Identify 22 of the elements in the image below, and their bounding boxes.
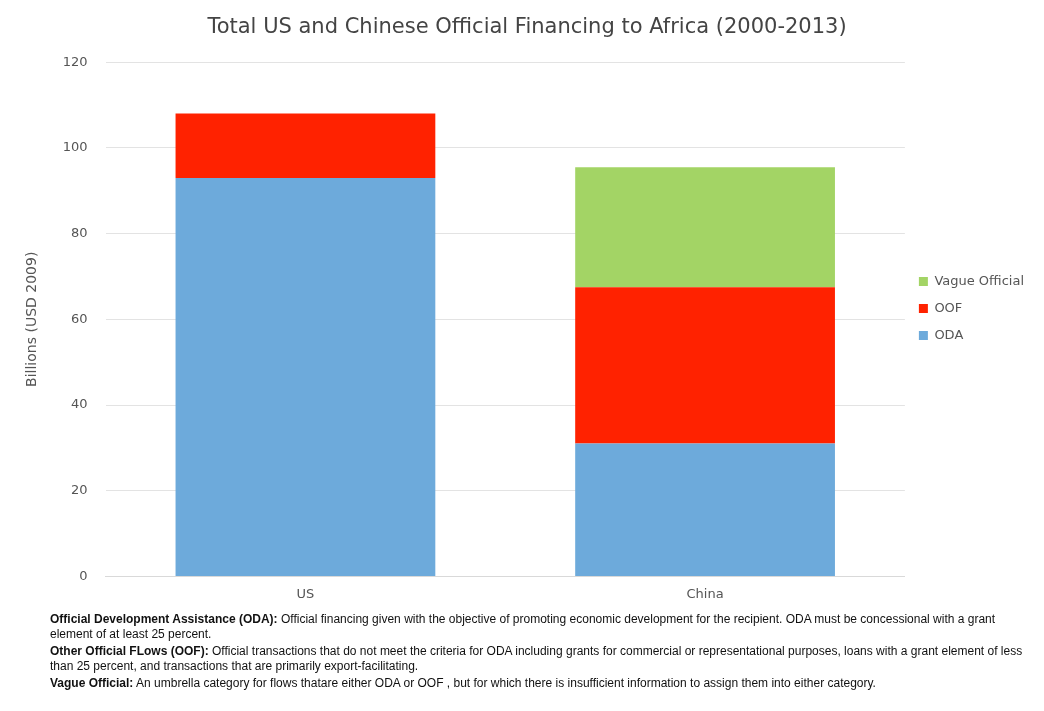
- bar: [175, 113, 436, 178]
- y-tick-label: 40: [71, 396, 88, 412]
- chart-title: Total US and Chinese Official Financing to Africa (2000-2013): [206, 14, 847, 39]
- legend-label: Vague Official: [934, 272, 1025, 288]
- x-tick-label: China: [686, 585, 724, 601]
- text: Vague Official: An umbrella category for flows thatare either ODA or OOF , but for which there is insufficient information to assign them into either category.: [50, 676, 877, 691]
- y-axis-title: Billions (USD 2009): [23, 251, 40, 387]
- bar: [575, 167, 835, 288]
- y-tick-label: 60: [71, 310, 88, 326]
- legend-label: OOF: [934, 299, 963, 315]
- y-tick-label: 120: [62, 53, 88, 69]
- y-tick-label: 80: [71, 224, 88, 240]
- legend-label: ODA: [934, 326, 964, 342]
- bar: [175, 177, 436, 576]
- text: Other Official FLows (OOF): Official transactions that do not meet the criteria for ODA including grants for commercial or representational purposes, loans with a grant element of less than 25 percent, and transactions that are primarily export-facilitating.: [50, 644, 1024, 674]
- y-tick-label: 100: [62, 139, 88, 155]
- bar: [575, 443, 835, 576]
- y-tick-label: 0: [79, 567, 88, 583]
- text: Official Development Assistance (ODA): Official financing given with the objective of promoting economic development for the recipient. ODA must be concessional with a grant element of at least 25 percent.: [50, 612, 996, 641]
- x-tick-label: US: [296, 585, 315, 601]
- bar: [575, 287, 835, 444]
- y-tick-label: 20: [71, 482, 88, 498]
